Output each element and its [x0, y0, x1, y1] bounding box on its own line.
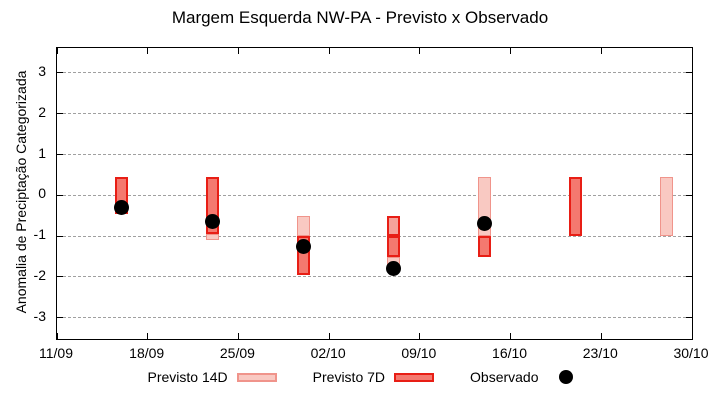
y-tick-label: 0 — [38, 185, 46, 202]
gridline — [58, 276, 691, 278]
y-tick-mark — [57, 317, 63, 319]
previsto-14d-swatch-icon — [236, 372, 277, 382]
y-tick-mark — [57, 194, 63, 196]
chart-title: Margem Esquerda NW-PA - Previsto x Obser… — [171, 8, 549, 27]
x-tick-label: 30/10 — [673, 345, 709, 361]
plot-area — [56, 47, 693, 340]
x-tick-mark — [419, 48, 421, 54]
gridline — [58, 113, 691, 115]
y-tick-mark — [57, 276, 63, 278]
observed-dot — [386, 261, 402, 277]
forecast-bar-segment-light — [296, 215, 310, 237]
forecast-bar-segment-dark — [478, 236, 492, 257]
y-tick-mark — [686, 235, 692, 237]
x-tick-label: 16/10 — [492, 345, 528, 361]
observed-dot — [114, 200, 130, 216]
forecast-bar-segment-light — [206, 234, 219, 241]
x-tick-label: 23/10 — [582, 345, 618, 361]
x-tick-mark — [237, 333, 239, 339]
x-tick-mark — [600, 48, 602, 54]
x-tick-mark — [56, 48, 58, 54]
x-tick-mark — [328, 333, 330, 339]
legend-item-previsto-7d: Previsto 7D — [312, 369, 435, 385]
observed-dot — [205, 214, 220, 230]
y-tick-label: -2 — [33, 266, 46, 283]
y-tick-mark — [686, 154, 692, 156]
gridline — [58, 72, 691, 74]
forecast-bar-segment-medium — [387, 215, 401, 237]
y-tick-mark — [686, 276, 692, 278]
x-tick-mark — [691, 333, 693, 339]
y-tick-label: -3 — [33, 307, 46, 324]
x-tick-mark — [237, 48, 239, 54]
x-tick-mark — [328, 48, 330, 54]
x-tick-mark — [147, 333, 149, 339]
observado-dot-icon — [558, 370, 573, 384]
legend: Previsto 14D Previsto 7D Observado — [0, 369, 720, 385]
observed-dot — [295, 238, 311, 254]
legend-item-previsto-14d: Previsto 14D — [148, 369, 277, 385]
forecast-bar-segment-light — [659, 176, 673, 237]
observed-dot — [477, 216, 493, 232]
x-tick-mark — [691, 48, 693, 54]
y-tick-mark — [57, 72, 63, 74]
gridline — [58, 317, 691, 319]
x-tick-mark — [510, 48, 512, 54]
x-tick-label: 09/10 — [401, 345, 437, 361]
y-tick-label: 1 — [38, 144, 46, 161]
y-tick-mark — [57, 113, 63, 115]
y-tick-mark — [686, 194, 692, 196]
y-tick-mark — [686, 113, 692, 115]
previsto-7d-swatch-icon — [394, 372, 435, 382]
y-tick-label: 2 — [38, 103, 46, 120]
y-tick-mark — [686, 72, 692, 74]
legend-label-previsto-14d: Previsto 14D — [147, 369, 228, 385]
forecast-bar-segment-dark — [387, 236, 401, 257]
x-tick-mark — [510, 333, 512, 339]
x-tick-mark — [56, 333, 58, 339]
x-tick-label: 25/09 — [219, 345, 255, 361]
y-tick-label: -1 — [33, 226, 46, 243]
x-tick-label: 11/09 — [39, 345, 73, 361]
legend-label-observado: Observado — [470, 369, 539, 385]
gridline — [58, 194, 691, 196]
y-tick-mark — [686, 317, 692, 319]
x-tick-label: 02/10 — [310, 345, 346, 361]
x-tick-label: 18/09 — [129, 345, 165, 361]
x-tick-mark — [600, 333, 602, 339]
legend-label-previsto-7d: Previsto 7D — [312, 369, 386, 385]
legend-item-observado: Observado — [470, 369, 573, 385]
y-tick-mark — [57, 154, 63, 156]
y-tick-mark — [57, 235, 63, 237]
gridline — [58, 154, 691, 156]
forecast-bar-segment-dark — [568, 176, 582, 237]
x-tick-mark — [147, 48, 149, 54]
y-tick-label: 3 — [38, 62, 46, 79]
gridline — [58, 235, 691, 237]
x-tick-mark — [419, 333, 421, 339]
